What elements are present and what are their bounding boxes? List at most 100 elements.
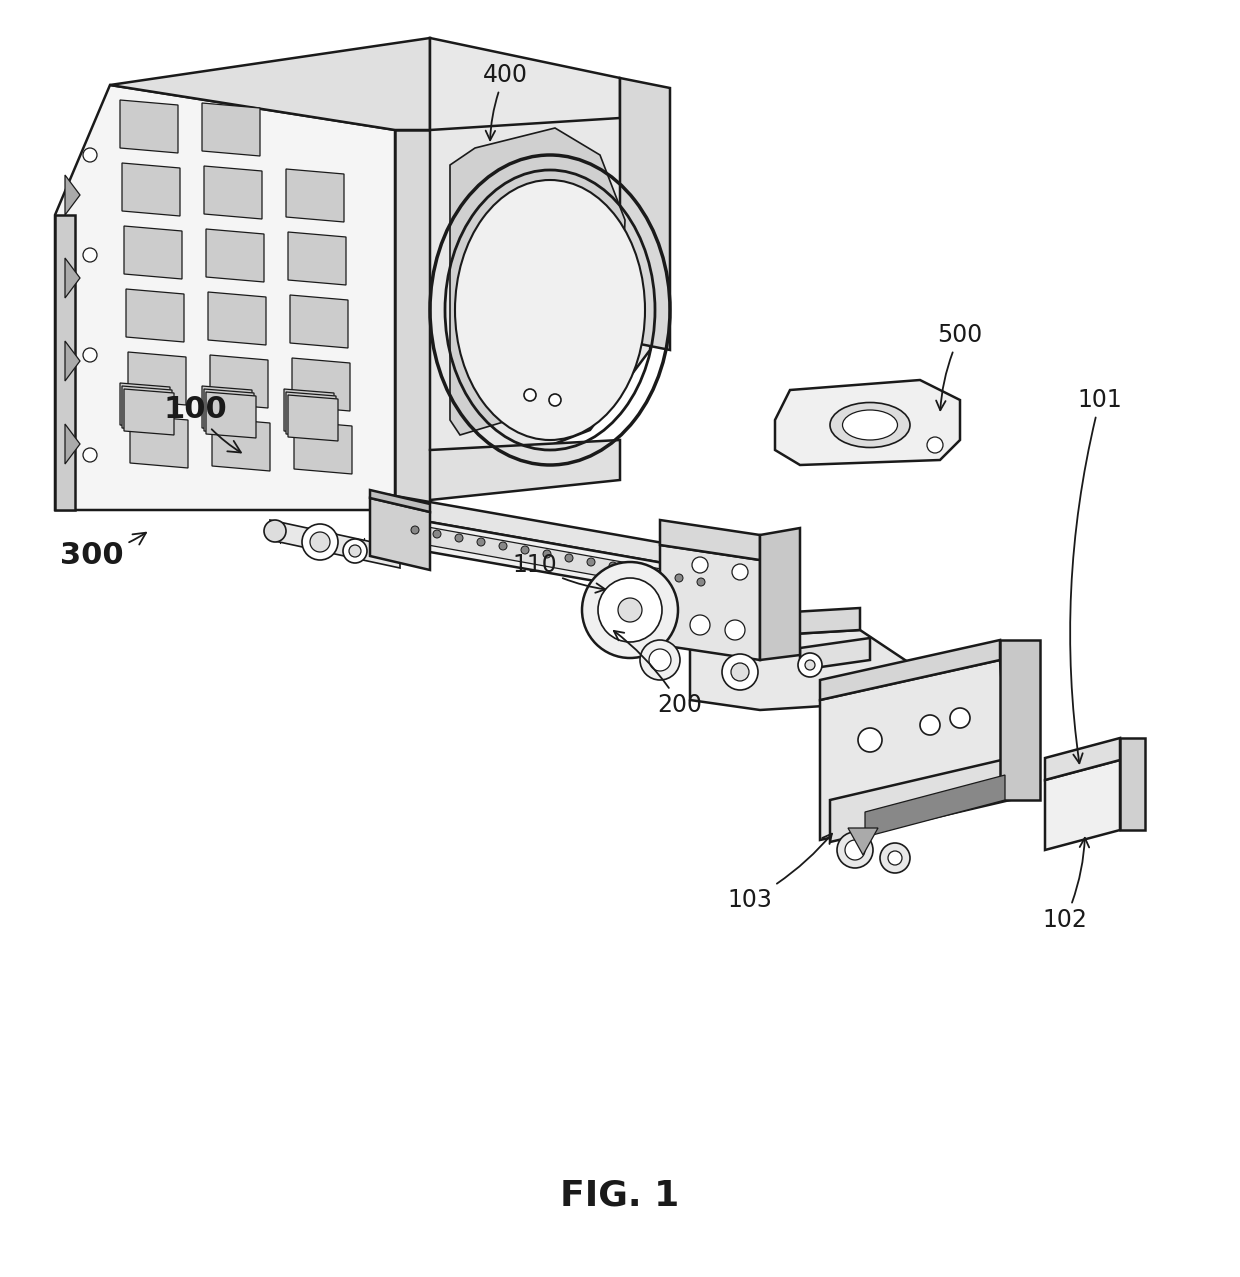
Ellipse shape (455, 180, 645, 441)
Circle shape (844, 840, 866, 859)
Ellipse shape (830, 402, 910, 447)
Circle shape (455, 534, 463, 541)
Circle shape (83, 349, 97, 361)
Polygon shape (820, 640, 999, 700)
Polygon shape (848, 827, 878, 856)
Circle shape (303, 524, 339, 561)
Polygon shape (124, 226, 182, 278)
Text: 400: 400 (482, 63, 527, 140)
Circle shape (722, 654, 758, 690)
Polygon shape (126, 289, 184, 342)
Circle shape (799, 653, 822, 677)
Text: 100: 100 (164, 396, 241, 452)
Polygon shape (55, 215, 74, 510)
Polygon shape (55, 86, 396, 510)
Polygon shape (620, 78, 670, 350)
Text: 200: 200 (614, 631, 703, 716)
Text: 500: 500 (936, 323, 982, 410)
Polygon shape (286, 169, 343, 222)
Polygon shape (800, 638, 870, 670)
Polygon shape (206, 392, 255, 438)
Circle shape (732, 564, 748, 580)
Circle shape (410, 526, 419, 534)
Circle shape (525, 389, 536, 401)
Polygon shape (130, 415, 188, 467)
Circle shape (521, 547, 529, 554)
Polygon shape (660, 545, 760, 660)
Polygon shape (208, 292, 267, 345)
Circle shape (565, 554, 573, 562)
Polygon shape (122, 163, 180, 216)
Circle shape (433, 530, 441, 538)
Polygon shape (64, 341, 81, 381)
Polygon shape (391, 515, 760, 610)
Circle shape (697, 578, 706, 586)
Circle shape (83, 148, 97, 162)
Circle shape (343, 539, 367, 563)
Polygon shape (64, 175, 81, 215)
Polygon shape (1045, 738, 1120, 780)
Polygon shape (120, 383, 170, 429)
Circle shape (888, 850, 901, 865)
Polygon shape (999, 640, 1040, 799)
Polygon shape (820, 660, 1004, 840)
Circle shape (477, 538, 485, 547)
Polygon shape (284, 389, 334, 435)
Ellipse shape (264, 520, 286, 541)
Circle shape (83, 448, 97, 462)
Polygon shape (450, 128, 625, 435)
Polygon shape (866, 775, 1004, 836)
Polygon shape (401, 522, 750, 603)
Circle shape (310, 533, 330, 552)
Circle shape (732, 663, 749, 681)
Circle shape (598, 578, 662, 642)
Ellipse shape (842, 410, 898, 441)
Polygon shape (110, 38, 430, 130)
Text: 110: 110 (512, 553, 605, 593)
Circle shape (675, 573, 683, 582)
Circle shape (587, 558, 595, 566)
Circle shape (498, 541, 507, 550)
Circle shape (618, 598, 642, 622)
Polygon shape (370, 498, 430, 570)
Polygon shape (660, 520, 760, 561)
Circle shape (649, 649, 671, 670)
Circle shape (582, 562, 678, 658)
Circle shape (928, 437, 942, 453)
Text: 101: 101 (1070, 388, 1122, 764)
Circle shape (653, 570, 661, 578)
Circle shape (805, 660, 815, 670)
Polygon shape (430, 38, 620, 130)
Polygon shape (122, 386, 172, 432)
Polygon shape (120, 100, 179, 153)
Polygon shape (286, 392, 336, 438)
Circle shape (880, 843, 910, 873)
Polygon shape (430, 75, 660, 465)
Polygon shape (205, 166, 262, 218)
Circle shape (689, 616, 711, 635)
Circle shape (83, 248, 97, 262)
Polygon shape (64, 424, 81, 464)
Polygon shape (124, 389, 174, 435)
Polygon shape (202, 103, 260, 156)
Text: 103: 103 (728, 834, 832, 912)
Circle shape (950, 707, 970, 728)
Polygon shape (128, 352, 186, 405)
Polygon shape (760, 527, 800, 660)
Polygon shape (370, 490, 430, 512)
Circle shape (920, 715, 940, 736)
Circle shape (692, 557, 708, 573)
Circle shape (725, 621, 745, 640)
Polygon shape (288, 232, 346, 285)
Polygon shape (689, 630, 920, 710)
Polygon shape (689, 608, 861, 640)
Polygon shape (430, 441, 620, 501)
Polygon shape (212, 418, 270, 471)
Polygon shape (291, 358, 350, 411)
Polygon shape (1120, 738, 1145, 830)
Polygon shape (202, 386, 252, 432)
Circle shape (837, 833, 873, 868)
Polygon shape (290, 295, 348, 349)
Text: 300: 300 (61, 533, 146, 570)
Polygon shape (270, 520, 401, 568)
